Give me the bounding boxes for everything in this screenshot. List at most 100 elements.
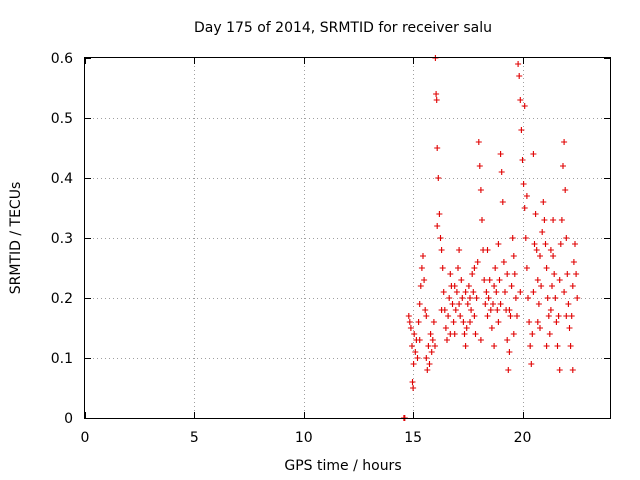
data-point — [410, 385, 417, 391]
data-point — [561, 139, 568, 145]
data-point — [475, 139, 482, 145]
chart-title: Day 175 of 2014, SRMTID for receiver sal… — [194, 20, 492, 36]
data-point — [406, 319, 413, 325]
data-point — [555, 313, 562, 319]
data-point — [525, 295, 531, 301]
data-point — [451, 283, 458, 289]
data-point — [456, 301, 463, 307]
data-point — [465, 283, 472, 289]
data-point — [508, 283, 515, 289]
data-point — [467, 295, 473, 301]
data-point — [487, 307, 494, 313]
data-point — [439, 265, 446, 271]
data-point — [561, 289, 568, 295]
data-point — [558, 217, 565, 223]
data-point — [547, 307, 554, 313]
data-point — [462, 343, 469, 349]
data-point — [570, 259, 577, 265]
data-point — [416, 301, 423, 307]
data-point — [432, 343, 438, 349]
data-point — [516, 73, 523, 79]
data-point — [470, 289, 477, 295]
plot-frame — [84, 57, 611, 419]
data-points — [400, 55, 581, 421]
data-point — [427, 331, 434, 337]
data-point — [497, 301, 504, 307]
data-point — [486, 277, 493, 283]
data-point — [523, 265, 530, 271]
y-tick-label: 0.3 — [51, 231, 73, 247]
data-point — [547, 247, 554, 253]
data-point — [546, 331, 553, 337]
data-point — [415, 319, 422, 325]
data-point — [495, 241, 502, 247]
data-point — [529, 331, 536, 337]
data-point — [519, 157, 526, 163]
data-point — [510, 331, 517, 337]
data-point — [414, 355, 421, 361]
data-point — [533, 247, 540, 253]
data-point — [528, 361, 535, 367]
data-point — [530, 289, 537, 295]
data-point — [463, 325, 470, 331]
data-point — [531, 241, 538, 247]
data-point — [491, 283, 498, 289]
data-point — [447, 331, 454, 337]
data-point — [553, 319, 560, 325]
data-point — [410, 361, 417, 367]
data-point — [496, 277, 503, 283]
y-tick-label: 0.5 — [51, 111, 73, 127]
data-point — [560, 163, 566, 169]
data-point — [477, 337, 484, 343]
data-point — [497, 151, 504, 157]
data-point — [440, 289, 447, 295]
data-point — [532, 211, 539, 217]
data-point — [569, 367, 576, 373]
data-point — [452, 307, 459, 313]
data-point — [417, 283, 424, 289]
data-point — [429, 337, 436, 343]
data-point — [540, 199, 547, 205]
data-point — [492, 265, 499, 271]
data-point — [449, 301, 456, 307]
data-point — [472, 331, 479, 337]
data-point — [557, 241, 564, 247]
data-point — [554, 343, 561, 349]
data-point — [494, 307, 501, 313]
data-point — [526, 319, 533, 325]
y-tick-label: 0.4 — [51, 171, 73, 187]
data-point — [506, 307, 513, 313]
data-point — [482, 301, 489, 307]
data-point — [438, 307, 445, 313]
data-point — [411, 331, 418, 337]
data-point — [442, 325, 449, 331]
data-point — [409, 343, 415, 349]
data-point — [430, 319, 437, 325]
data-point — [453, 289, 460, 295]
data-point — [425, 343, 432, 349]
x-tick-label: 5 — [190, 430, 199, 446]
data-point — [523, 193, 530, 199]
data-point — [405, 313, 412, 319]
data-point — [457, 313, 464, 319]
data-point — [483, 289, 490, 295]
data-point — [498, 169, 505, 175]
data-point — [495, 319, 502, 325]
data-point — [517, 289, 524, 295]
data-point — [542, 241, 549, 247]
data-point — [543, 265, 550, 271]
data-point — [541, 217, 548, 223]
data-point — [518, 127, 525, 133]
data-point — [434, 223, 441, 229]
data-point — [493, 289, 500, 295]
data-point — [512, 295, 519, 301]
data-point — [517, 97, 524, 103]
data-point — [564, 271, 571, 277]
data-point — [504, 271, 511, 277]
data-point — [455, 265, 461, 271]
data-point — [473, 295, 480, 301]
data-point — [477, 187, 484, 193]
data-point — [521, 205, 528, 211]
x-tick-label: 0 — [81, 430, 90, 446]
